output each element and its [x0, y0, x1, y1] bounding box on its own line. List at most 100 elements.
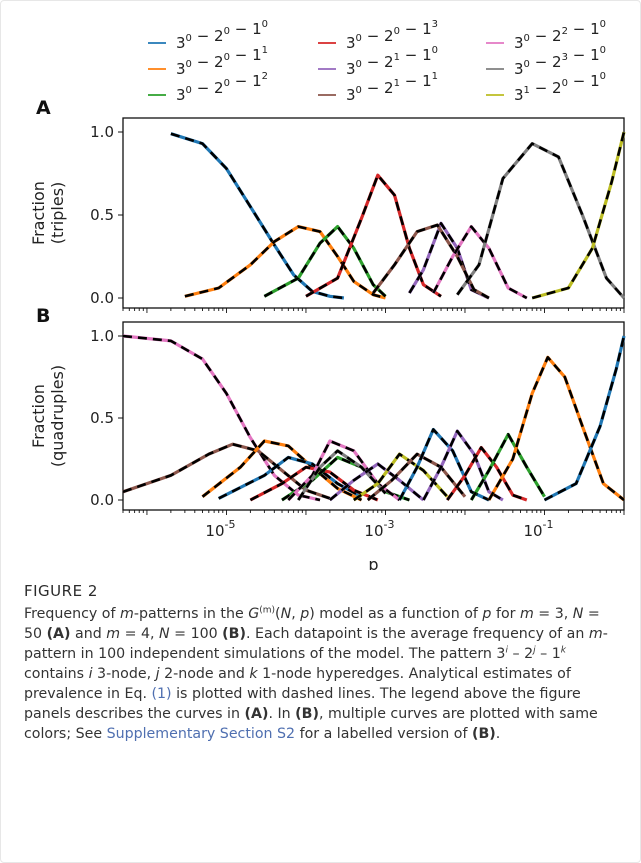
legend-text-part: 2	[384, 53, 394, 71]
caption-text: Frequency of m-patterns in the G(m)(N, p…	[24, 604, 620, 744]
series-line	[543, 335, 626, 502]
legend-text-part: −	[530, 27, 552, 45]
caption-fragment: Frequency of	[24, 606, 120, 622]
caption-math: N	[572, 606, 584, 622]
caption-fragment: and	[70, 626, 107, 642]
series-line	[287, 439, 401, 502]
caption-math-sup: k	[560, 645, 566, 656]
y-tick-label: 0.0	[90, 491, 114, 509]
x-tick-label: 10-1	[523, 518, 553, 540]
analytic-estimate-line	[470, 433, 546, 501]
legend-text-part: −	[530, 53, 552, 71]
legend-text-part: 3	[176, 60, 186, 78]
caption-math: i	[88, 666, 93, 682]
caption-math-sup: j	[533, 645, 536, 656]
caption-math: p	[300, 606, 310, 622]
caption-fragment: .	[495, 726, 501, 742]
y-axis-label-line: Fraction	[29, 384, 48, 448]
supplementary-link[interactable]: Supplementary Section S2	[106, 726, 296, 742]
legend-exponent: 0	[600, 45, 606, 56]
legend-entry: 30 − 20 − 10	[176, 19, 268, 52]
legend-exponent: 1	[262, 45, 268, 56]
analytic-estimate-line	[170, 132, 345, 300]
analytic-estimate-line	[432, 225, 528, 300]
legend-text-part: 2	[384, 79, 394, 97]
legend-text-part: 3	[176, 34, 186, 52]
legend-entry: 30 − 21 − 10	[346, 45, 438, 78]
y-axis-label-line: (triples)	[48, 182, 67, 245]
legend-text-part: 1	[590, 20, 600, 38]
x-tick-exponent: -3	[384, 518, 395, 531]
legend-exponent: 2	[262, 71, 268, 82]
caption-math-sup: (m)	[259, 605, 276, 616]
caption-fragment: = 3,	[533, 606, 573, 622]
caption-math: G	[248, 606, 260, 622]
legend-text-part: 2	[552, 53, 562, 71]
legend-text-part: −	[568, 46, 590, 64]
legend-text-part: 2	[214, 27, 224, 45]
caption-fragment: -pattern in 100 independent simulations …	[24, 626, 608, 662]
caption-math-sup: i	[505, 645, 508, 656]
x-tick-exponent: -5	[225, 518, 236, 531]
legend-text-part: −	[362, 53, 384, 71]
equation-link[interactable]: (1)	[151, 686, 172, 702]
legend-text-part: −	[230, 46, 252, 64]
x-tick-label: 10-5	[205, 518, 235, 540]
x-tick-base: 10	[523, 522, 542, 540]
caption-math: m	[106, 626, 121, 642]
analytic-estimate-line	[353, 452, 449, 502]
legend-entry: 30 − 21 − 11	[346, 71, 438, 104]
legend-text-part: 1	[422, 46, 432, 64]
legend-text-part: −	[568, 72, 590, 90]
caption-math: k	[249, 666, 258, 682]
y-axis-label-line: Fraction	[29, 181, 48, 245]
legend-exponent: 1	[524, 85, 530, 96]
legend-exponent: 0	[186, 59, 192, 70]
caption-panel-ref: (B)	[295, 706, 319, 722]
legend-text-part: 2	[214, 79, 224, 97]
panel-label-a: A	[36, 97, 51, 119]
legend-text-part: 2	[552, 79, 562, 97]
plot-frame	[122, 117, 625, 309]
analytic-estimate-line	[184, 225, 386, 300]
caption-math: m	[519, 606, 534, 622]
legend-exponent: 0	[356, 59, 362, 70]
legend-entry: 30 − 23 − 10	[514, 45, 606, 78]
caption-fragment: 2-node and	[159, 666, 250, 682]
caption-math: N	[280, 606, 292, 622]
legend-text-part: −	[192, 53, 214, 71]
caption-math: j	[155, 666, 160, 682]
caption-fragment: , multiple curves are plotted with same …	[24, 706, 598, 742]
analytic-estimate-line	[366, 452, 467, 502]
y-tick-label: 1.0	[90, 327, 114, 345]
analytic-estimate-line	[372, 223, 490, 300]
legend-exponent: 0	[224, 78, 230, 89]
legend-exponent: 0	[186, 85, 192, 96]
legend-exponent: 0	[394, 26, 400, 37]
legend-text-part: 1	[590, 46, 600, 64]
y-axis-label-line: (quadruples)	[48, 365, 67, 467]
legend-exponent: 1	[394, 78, 400, 89]
legend-exponent: 0	[224, 52, 230, 63]
x-tick-base: 10	[364, 522, 383, 540]
legend-text-part: 1	[252, 72, 262, 90]
series-line	[531, 131, 626, 300]
legend-exponent: 0	[562, 78, 568, 89]
caption-label: FIGURE 2	[24, 582, 98, 600]
legend-text-part: 3	[514, 34, 524, 52]
caption-panel-ref: (B)	[471, 726, 496, 742]
legend-exponent: 0	[356, 33, 362, 44]
legend-text-part: −	[362, 79, 384, 97]
caption-fragment: – 1	[535, 646, 561, 662]
legend-exponent: 0	[524, 59, 530, 70]
legend-entry: 31 − 20 − 10	[514, 71, 606, 104]
legend-text-part: −	[530, 79, 552, 97]
legend-exponent: 0	[262, 19, 268, 30]
panel-a: 0.0 0.5 1.0 Fraction(triples)	[29, 117, 626, 313]
legend-exponent: 1	[394, 52, 400, 63]
legend-exponent: 0	[432, 45, 438, 56]
legend-exponent: 1	[432, 71, 438, 82]
legend-text-part: 3	[346, 34, 356, 52]
